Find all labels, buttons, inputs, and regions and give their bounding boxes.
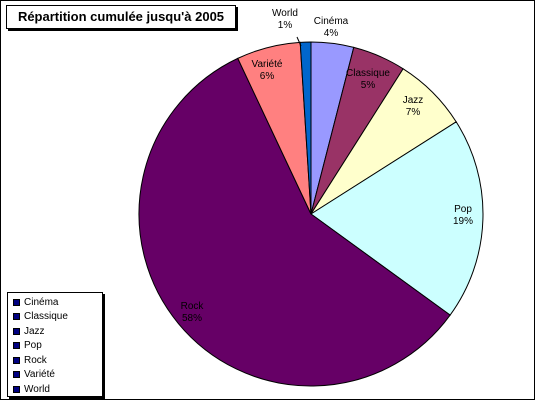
data-label-name-classique: Classique	[346, 68, 390, 79]
leader-line-world	[296, 36, 302, 47]
data-label-pct-classique: 5%	[361, 80, 376, 91]
pie-slice-world	[299, 41, 312, 215]
legend-item-classique: Classique	[13, 310, 102, 325]
legend-label-jazz: Jazz	[24, 325, 45, 337]
legend-swatch-rock	[13, 356, 20, 364]
data-label-name-variete: Variété	[252, 59, 283, 70]
chart-title: Répartition cumulée jusqu'à 2005	[6, 5, 236, 29]
pie-slice-rock	[138, 57, 451, 387]
legend-swatch-variete	[13, 371, 20, 379]
legend-label-rock: Rock	[24, 354, 47, 366]
data-label-rock: Rock 58%	[181, 301, 205, 324]
legend-label-pop: Pop	[24, 340, 42, 352]
legend-swatch-world	[13, 385, 20, 393]
data-label-cinema: Cinéma 4%	[314, 16, 349, 39]
legend-label-world: World	[24, 383, 50, 395]
legend-item-variete: Variété	[13, 368, 102, 383]
data-label-name-jazz: Jazz	[403, 95, 424, 106]
data-label-name-world: World	[272, 8, 298, 19]
data-label-jazz: Jazz 7%	[403, 95, 424, 118]
legend-swatch-cinema	[13, 298, 20, 306]
chart-legend: Cinéma Classique Jazz Pop Rock Variété World	[7, 292, 103, 397]
legend-swatch-classique	[13, 313, 20, 321]
data-label-name-pop: Pop	[454, 204, 472, 215]
legend-label-cinema: Cinéma	[24, 296, 59, 308]
data-label-pct-cinema: 4%	[324, 28, 339, 39]
legend-swatch-jazz	[13, 327, 20, 335]
data-label-variete: Variété 6%	[252, 59, 283, 82]
legend-item-rock: Rock	[13, 353, 102, 368]
legend-label-classique: Classique	[24, 311, 68, 323]
legend-item-cinema: Cinéma	[13, 295, 102, 310]
data-label-pct-rock: 58%	[182, 313, 202, 324]
legend-swatch-pop	[13, 342, 20, 350]
pie-slice-pop	[310, 121, 484, 316]
data-label-classique: Classique 5%	[346, 68, 390, 91]
data-label-name-cinema: Cinéma	[314, 16, 349, 27]
legend-item-world: World	[13, 382, 102, 397]
legend-label-variete: Variété	[24, 369, 55, 381]
data-label-pop: Pop 19%	[453, 204, 473, 227]
data-label-pct-jazz: 7%	[406, 107, 421, 118]
data-label-world: World 1%	[272, 8, 298, 31]
data-label-pct-variete: 6%	[260, 71, 275, 82]
legend-item-jazz: Jazz	[13, 324, 102, 339]
data-label-pct-pop: 19%	[453, 216, 473, 227]
legend-item-pop: Pop	[13, 339, 102, 354]
data-label-pct-world: 1%	[278, 20, 293, 31]
data-label-name-rock: Rock	[181, 301, 205, 312]
